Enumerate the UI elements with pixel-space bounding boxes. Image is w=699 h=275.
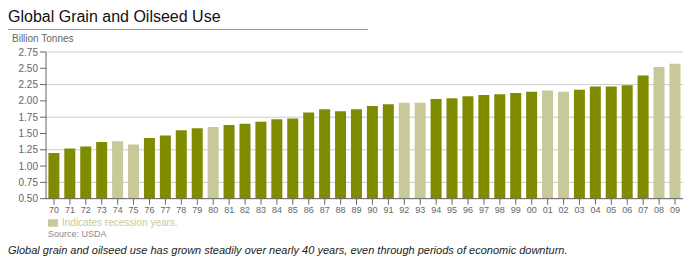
svg-text:84: 84 <box>272 205 282 215</box>
svg-text:2.25: 2.25 <box>19 79 39 90</box>
svg-text:01: 01 <box>543 205 553 215</box>
svg-text:2.75: 2.75 <box>19 47 39 58</box>
svg-text:96: 96 <box>463 205 473 215</box>
html-text:Global Grain and Oilseed Use: Global Grain and Oilseed Use <box>8 8 221 25</box>
svg-text:08: 08 <box>654 205 664 215</box>
svg-text:70: 70 <box>49 205 59 215</box>
svg-text:93: 93 <box>415 205 425 215</box>
svg-text:73: 73 <box>97 205 107 215</box>
svg-text:90: 90 <box>367 205 377 215</box>
svg-text:92: 92 <box>399 205 409 215</box>
svg-text:94: 94 <box>431 205 441 215</box>
svg-text:88: 88 <box>336 205 346 215</box>
svg-text:83: 83 <box>256 205 266 215</box>
svg-text:98: 98 <box>495 205 505 215</box>
svg-text:91: 91 <box>383 205 393 215</box>
svg-text:1.50: 1.50 <box>19 128 39 139</box>
svg-text:97: 97 <box>479 205 489 215</box>
svg-text:95: 95 <box>447 205 457 215</box>
svg-text:82: 82 <box>240 205 250 215</box>
svg-text:79: 79 <box>192 205 202 215</box>
svg-text:80: 80 <box>208 205 218 215</box>
svg-text:72: 72 <box>81 205 91 215</box>
svg-text:74: 74 <box>113 205 123 215</box>
svg-text:85: 85 <box>288 205 298 215</box>
html-text:Source: USDA: Source: USDA <box>48 229 107 239</box>
svg-text:75: 75 <box>129 205 139 215</box>
svg-text:03: 03 <box>574 205 584 215</box>
html-text:Indicates recession years.: Indicates recession years. <box>62 216 178 228</box>
svg-text:78: 78 <box>176 205 186 215</box>
svg-text:02: 02 <box>559 205 569 215</box>
svg-text:89: 89 <box>352 205 362 215</box>
svg-text:1.00: 1.00 <box>19 161 39 172</box>
svg-text:2.00: 2.00 <box>19 95 39 106</box>
svg-text:87: 87 <box>320 205 330 215</box>
svg-text:05: 05 <box>606 205 616 215</box>
svg-text:86: 86 <box>304 205 314 215</box>
svg-text:04: 04 <box>590 205 600 215</box>
svg-text:81: 81 <box>224 205 234 215</box>
html-text:Billion Tonnes: Billion Tonnes <box>12 33 74 44</box>
svg-text:76: 76 <box>145 205 155 215</box>
svg-text:1.75: 1.75 <box>19 112 39 123</box>
html-text:Global grain and oilseed use h: Global grain and oilseed use has grown s… <box>8 244 568 256</box>
svg-text:00: 00 <box>527 205 537 215</box>
svg-text:09: 09 <box>670 205 680 215</box>
svg-text:1.25: 1.25 <box>19 144 39 155</box>
svg-text:07: 07 <box>638 205 648 215</box>
svg-text:71: 71 <box>65 205 75 215</box>
svg-text:0.75: 0.75 <box>19 177 39 188</box>
svg-text:99: 99 <box>511 205 521 215</box>
svg-text:06: 06 <box>622 205 632 215</box>
svg-text:77: 77 <box>160 205 170 215</box>
svg-text:0.50: 0.50 <box>19 193 39 204</box>
svg-text:2.50: 2.50 <box>19 63 39 74</box>
